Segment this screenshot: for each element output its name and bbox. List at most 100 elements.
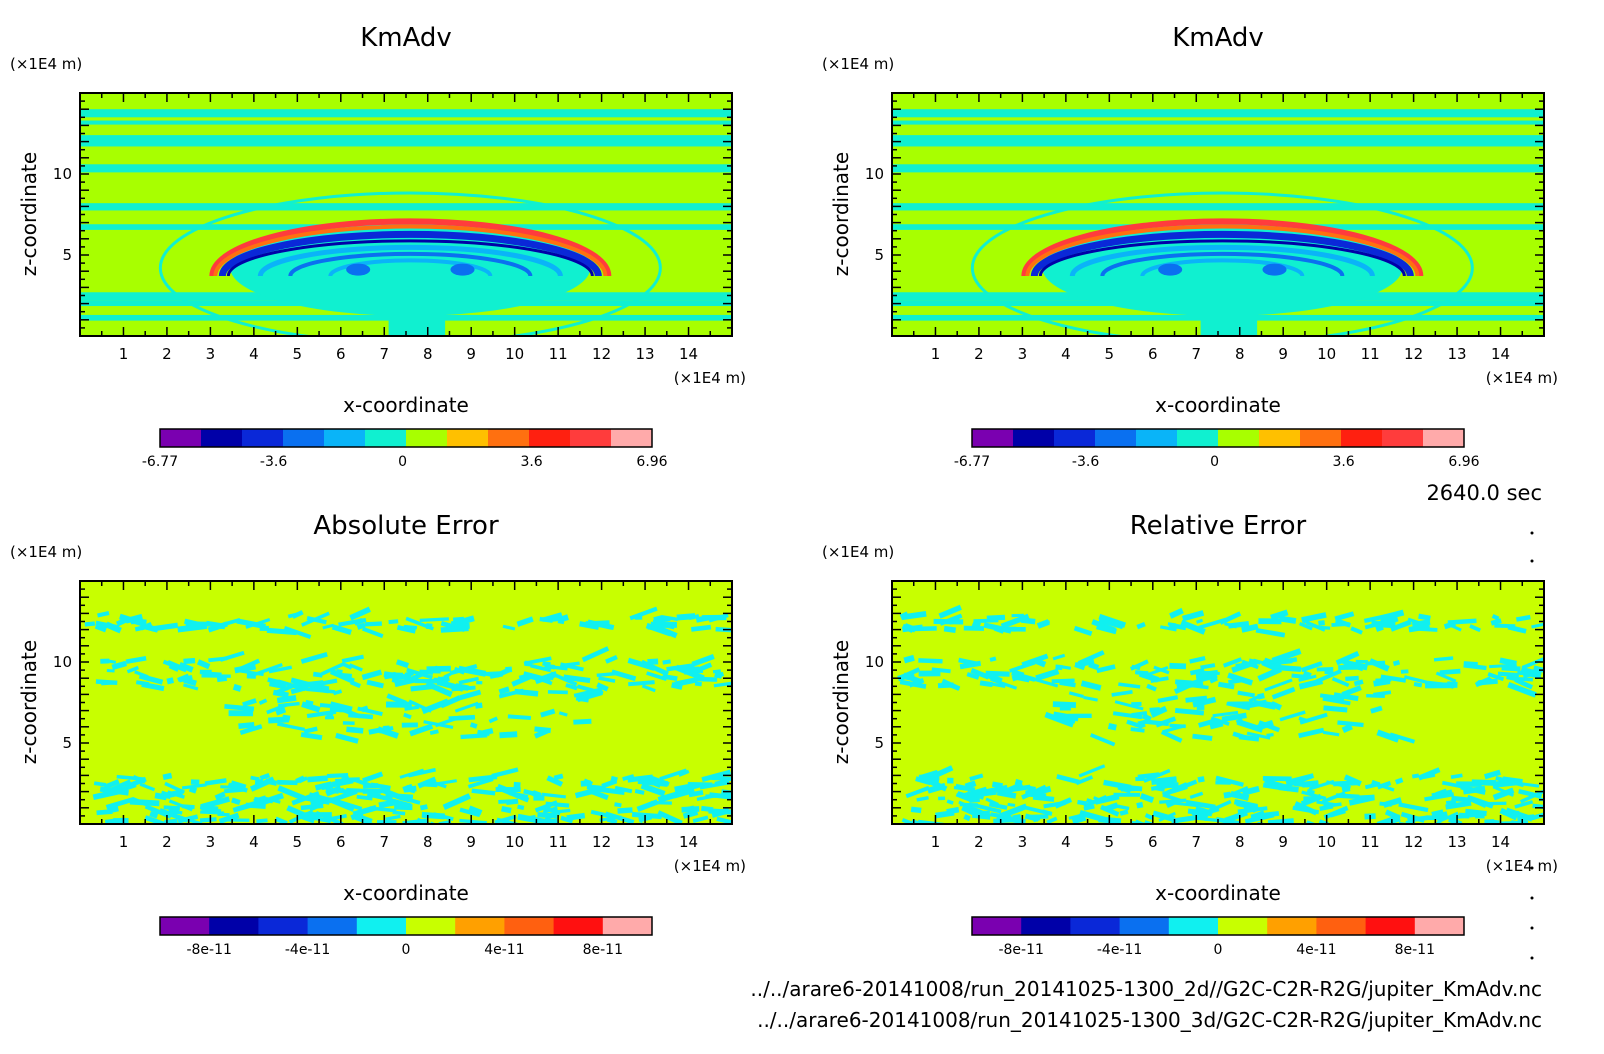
contour-patch — [989, 656, 997, 662]
contour-patch — [259, 773, 271, 781]
contour-patch — [213, 808, 222, 815]
colorbar-tick-label: -6.77 — [142, 454, 178, 470]
contour-patch — [695, 614, 711, 623]
contour-patch — [1078, 764, 1106, 778]
contour-patch — [258, 698, 268, 705]
contour-patch — [1198, 617, 1227, 630]
contour-patch — [500, 786, 530, 803]
contour-patch — [272, 689, 289, 698]
contour-patch — [451, 685, 476, 692]
contour-patch — [905, 785, 930, 799]
contour-patch — [1520, 667, 1542, 677]
contour-patch — [517, 804, 525, 811]
contour-patch — [1112, 711, 1143, 720]
contour-patch — [919, 774, 948, 792]
x-axis-label: x-coordinate — [343, 881, 469, 905]
x-tick-label: 7 — [1191, 345, 1201, 363]
x-tick-label: 7 — [379, 345, 389, 363]
contour-patch — [713, 681, 732, 688]
contour-patch — [1448, 623, 1462, 632]
plot-area — [892, 93, 1544, 336]
contour-patch — [1298, 727, 1325, 739]
x-tick-label: 5 — [1105, 833, 1115, 851]
contour-patch — [943, 625, 957, 634]
contour-patch — [425, 623, 433, 630]
colorbar-frame — [971, 916, 1465, 936]
contour-patch — [341, 661, 353, 670]
contour-patch — [634, 789, 645, 795]
contour-patch — [1007, 802, 1016, 807]
contour-patch — [1435, 671, 1457, 683]
x-tick-label: 7 — [379, 833, 389, 851]
contour-patch — [362, 771, 384, 783]
contour-patch — [1159, 625, 1177, 632]
contour-arc-line — [213, 224, 608, 277]
contour-patch — [1425, 682, 1455, 689]
contour-patch — [1315, 669, 1342, 684]
contour-patch — [966, 672, 980, 680]
x-tick-label: 4 — [249, 345, 259, 363]
contour-patch — [955, 783, 976, 792]
colorbar-swatch — [258, 917, 309, 935]
x-tick-label: 8 — [1235, 345, 1245, 363]
contour-patch — [342, 721, 355, 725]
contour-patch — [168, 662, 180, 672]
x-axis-label: x-coordinate — [343, 393, 469, 417]
colorbar-tick-label: 8e-11 — [583, 942, 623, 958]
contour-patch — [1052, 701, 1077, 708]
contour-patch — [1462, 785, 1486, 795]
contour-patch — [1241, 623, 1259, 633]
contour-patch — [1322, 730, 1340, 737]
contour-patch — [1308, 779, 1335, 791]
contour-patch — [690, 624, 712, 632]
contour-patch — [1466, 809, 1480, 817]
contour-patch — [711, 775, 732, 782]
contour-patch — [1119, 809, 1129, 816]
colorbar-swatch — [201, 429, 243, 447]
contour-patch — [421, 698, 450, 715]
contour-patch — [947, 777, 954, 784]
colorbar-swatch — [1013, 429, 1055, 447]
contour-patch — [534, 800, 558, 813]
contour-patch — [1469, 624, 1481, 633]
contour-patch — [134, 670, 149, 679]
contour-patch — [1197, 776, 1205, 783]
contour-patch — [958, 657, 979, 667]
contour-patch — [1100, 804, 1120, 817]
contour-patch — [225, 617, 241, 626]
contour-patch — [918, 658, 943, 664]
contour-patch — [1073, 625, 1093, 636]
contour-patch — [649, 775, 670, 787]
colorbar-swatch — [1300, 429, 1342, 447]
x-tick-label: 10 — [1317, 833, 1336, 851]
side-dots — [1530, 531, 1534, 960]
contour-patch — [383, 673, 392, 679]
contour-patch — [1221, 712, 1247, 723]
contour-patch — [495, 666, 513, 678]
contour-patch — [1506, 675, 1520, 682]
plot-area — [892, 581, 1544, 824]
y-unit-label: (×1E4 m) — [10, 543, 82, 561]
contour-patch — [103, 779, 120, 790]
contour-patch — [714, 671, 723, 679]
contour-patch — [641, 684, 656, 693]
contour-patch — [1476, 677, 1493, 687]
contour-patch — [235, 800, 258, 811]
contour-patch — [539, 616, 553, 623]
colorbar-swatch — [570, 429, 612, 447]
contour-patch — [1243, 805, 1259, 814]
contour-lobe — [1408, 322, 1489, 336]
contour-patch — [955, 792, 974, 803]
x-tick-label: 14 — [679, 833, 698, 851]
contour-patch — [1131, 820, 1157, 824]
contour-patch — [1323, 805, 1349, 820]
contour-patch — [403, 712, 412, 720]
contour-patch — [1494, 623, 1516, 629]
colorbar-swatch — [406, 917, 456, 935]
contour-patch — [1382, 797, 1403, 808]
contour-patch — [1117, 784, 1132, 794]
contour-patch — [1451, 795, 1472, 803]
contour-patch — [1301, 780, 1319, 788]
contour-patch — [1366, 694, 1385, 698]
colorbar-swatch — [1054, 429, 1096, 447]
